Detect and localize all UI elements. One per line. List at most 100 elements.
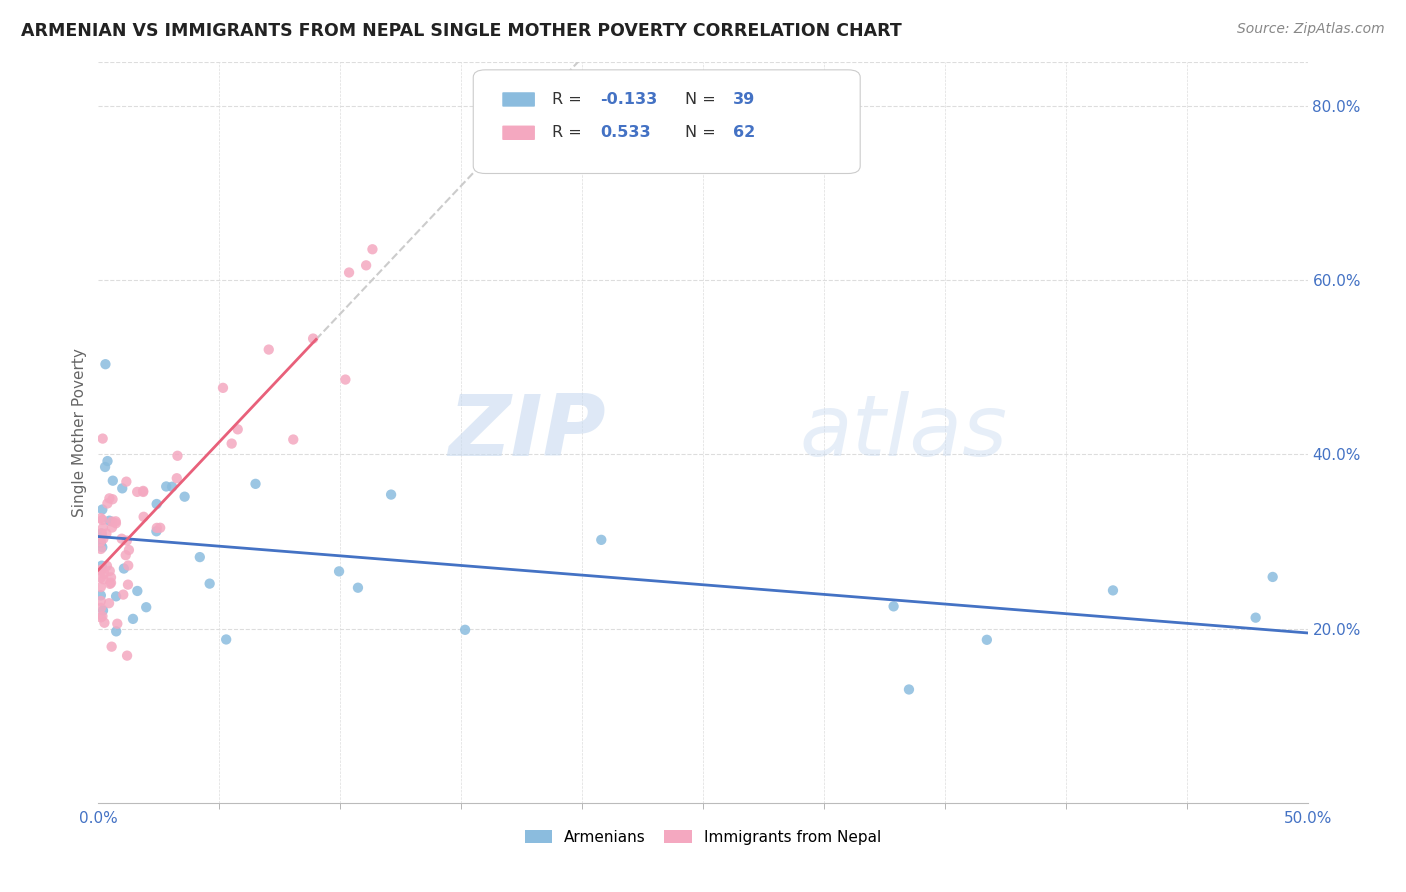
Point [454, 623, 477, 637]
Point [90, 562, 112, 576]
Point [90, 610, 112, 624]
Point [100, 570, 122, 584]
Point [976, 632, 998, 647]
Point [112, 588, 135, 602]
FancyBboxPatch shape [502, 92, 534, 107]
Text: R =: R = [551, 125, 586, 140]
Point [212, 381, 235, 395]
Point [90, 541, 112, 556]
Text: 39: 39 [734, 92, 755, 107]
Point [105, 590, 128, 604]
Text: -0.133: -0.133 [600, 92, 658, 107]
Point [1102, 583, 1125, 598]
Point [93, 615, 115, 630]
Point [117, 558, 139, 573]
Point [132, 485, 155, 500]
Point [347, 581, 370, 595]
Point [101, 520, 124, 534]
Point [90, 564, 112, 578]
Text: N =: N = [685, 92, 721, 107]
FancyBboxPatch shape [474, 70, 860, 173]
Point [90, 536, 112, 550]
Point [91, 540, 114, 554]
Point [96, 496, 118, 510]
Point [149, 521, 172, 535]
Point [101, 515, 124, 529]
Point [100, 575, 122, 590]
Point [90, 526, 112, 541]
Point [122, 612, 145, 626]
Point [93, 532, 115, 546]
Point [361, 242, 384, 256]
Point [101, 474, 124, 488]
Point [117, 577, 139, 591]
Point [93, 566, 115, 581]
Text: ARMENIAN VS IMMIGRANTS FROM NEPAL SINGLE MOTHER POVERTY CORRELATION CHART: ARMENIAN VS IMMIGRANTS FROM NEPAL SINGLE… [21, 22, 901, 40]
Text: Source: ZipAtlas.com: Source: ZipAtlas.com [1237, 22, 1385, 37]
Point [96, 526, 118, 541]
Point [354, 258, 377, 272]
Point [104, 516, 127, 531]
Point [90, 534, 112, 549]
Point [591, 533, 613, 547]
Point [91, 502, 114, 516]
Point [90, 526, 112, 541]
Point [90, 511, 112, 525]
Point [1261, 570, 1284, 584]
FancyBboxPatch shape [502, 126, 534, 140]
Point [111, 481, 134, 495]
Point [90, 571, 112, 585]
Point [96, 558, 118, 573]
Point [173, 490, 195, 504]
Point [145, 497, 167, 511]
Legend: Armenians, Immigrants from Nepal: Armenians, Immigrants from Nepal [519, 823, 887, 851]
Text: atlas: atlas [800, 391, 1008, 475]
Point [98, 564, 121, 578]
Text: 0.533: 0.533 [600, 125, 651, 140]
Point [112, 561, 135, 575]
Point [1244, 610, 1267, 624]
Point [98, 596, 121, 610]
Text: 62: 62 [734, 125, 755, 140]
Point [380, 487, 402, 501]
Point [160, 480, 183, 494]
Point [155, 479, 177, 493]
Y-axis label: Single Mother Poverty: Single Mother Poverty [72, 348, 87, 517]
Point [104, 514, 127, 528]
Point [115, 475, 138, 489]
Point [302, 332, 325, 346]
Point [115, 533, 138, 548]
Point [114, 548, 136, 562]
Text: R =: R = [551, 92, 586, 107]
Point [897, 682, 920, 697]
Point [96, 454, 118, 468]
Text: N =: N = [685, 125, 721, 140]
Point [135, 600, 157, 615]
Point [90, 594, 112, 608]
Point [90, 588, 112, 602]
Point [132, 509, 155, 524]
Point [127, 484, 149, 499]
Point [118, 543, 141, 558]
Point [198, 576, 221, 591]
Point [188, 550, 211, 565]
Point [146, 521, 169, 535]
Text: ZIP: ZIP [449, 391, 606, 475]
Point [245, 476, 267, 491]
Point [145, 524, 167, 539]
Point [90, 558, 112, 573]
Point [132, 483, 155, 498]
Point [91, 521, 114, 535]
Point [328, 565, 350, 579]
Point [105, 616, 128, 631]
Point [101, 492, 124, 507]
Point [105, 624, 128, 639]
Point [166, 471, 188, 485]
Point [283, 433, 305, 447]
Point [215, 632, 238, 647]
Point [90, 600, 112, 615]
Point [94, 357, 117, 371]
Point [91, 513, 114, 527]
Point [94, 460, 117, 475]
Point [127, 584, 149, 599]
